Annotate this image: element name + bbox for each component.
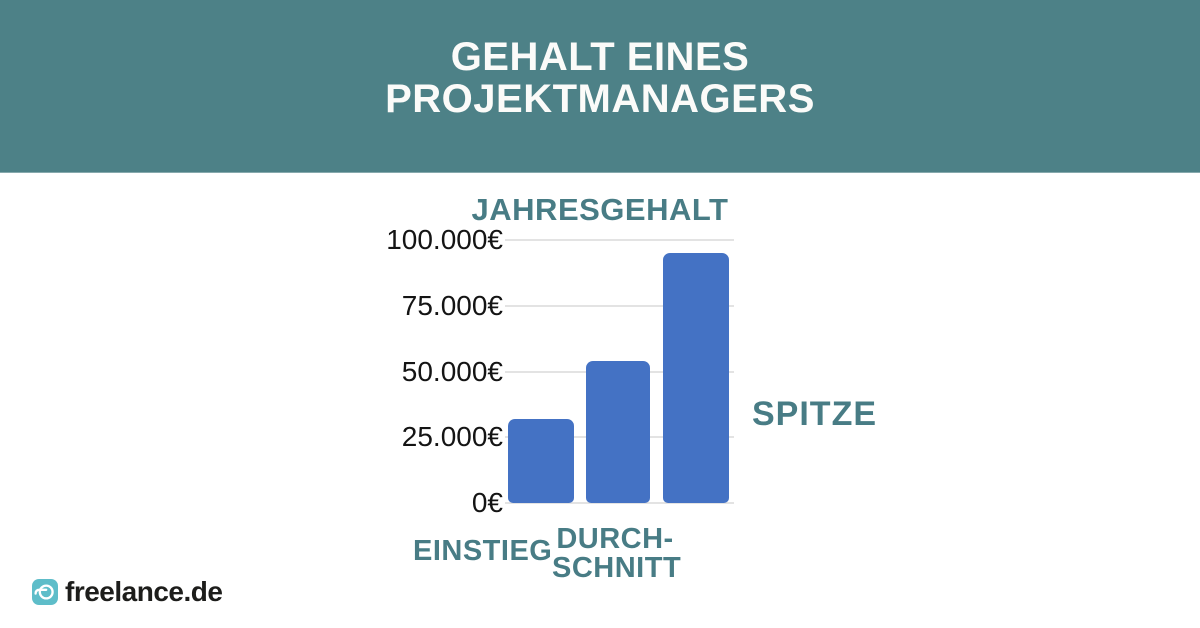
- grid-line: [505, 304, 734, 307]
- grid-line: [505, 239, 734, 241]
- page-title: GEHALT EINES PROJEKTMANAGERS: [0, 36, 1200, 120]
- bar-durchschnitt: [586, 361, 650, 503]
- x-label-durchschnitt-line1: DURCH-: [556, 523, 674, 555]
- page-title-line1: GEHALT EINES: [450, 35, 750, 79]
- freelance-logo: freelance.de: [32, 576, 223, 608]
- header-banner: GEHALT EINES PROJEKTMANAGERS: [0, 0, 1200, 173]
- y-axis-tick-label: 100.000€: [386, 224, 503, 255]
- chart-title: JAHRESGEHALT: [471, 192, 729, 227]
- page-title-line2: PROJEKTMANAGERS: [385, 77, 815, 121]
- bar-spitze: [663, 253, 729, 503]
- y-axis-tick-label: 25.000€: [401, 421, 503, 453]
- x-label-einstieg: EINSTIEG: [413, 535, 553, 567]
- y-axis-tick-labels: 100.000€ 75.000€ 50.000€ 25.000€ 0€: [300, 224, 503, 518]
- x-label-durchschnitt: DURCH- SCHNITT: [552, 523, 682, 584]
- bar-chart-plot-area: [505, 239, 734, 504]
- freelance-logo-text: freelance.de: [65, 576, 223, 607]
- freelance-circle-glyph: [34, 584, 54, 600]
- y-axis-tick-label: 75.000€: [401, 289, 503, 321]
- y-axis-tick-label: 0€: [471, 487, 503, 518]
- y-axis-tick-label: 50.000€: [401, 355, 503, 387]
- freelance-logo-icon: [32, 579, 58, 605]
- label-spitze: SPITZE: [752, 395, 878, 433]
- x-label-durchschnitt-line2: SCHNITT: [552, 552, 682, 584]
- grid-line: [505, 502, 734, 504]
- bar-einstieg: [508, 419, 574, 503]
